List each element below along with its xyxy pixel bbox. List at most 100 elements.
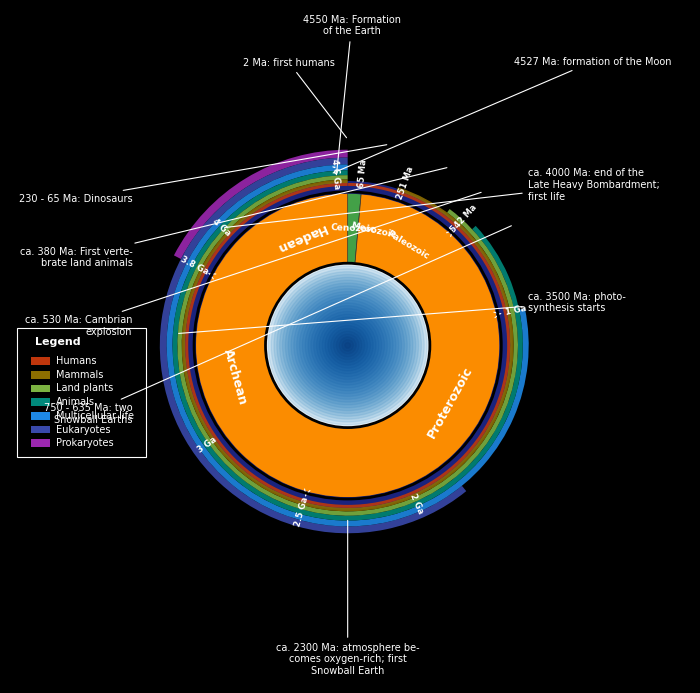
Circle shape <box>338 335 358 356</box>
Circle shape <box>297 295 399 396</box>
Bar <box>31 439 50 447</box>
Circle shape <box>312 309 384 382</box>
Circle shape <box>322 320 373 371</box>
Circle shape <box>273 271 422 420</box>
Circle shape <box>340 337 356 354</box>
Circle shape <box>286 283 410 407</box>
Circle shape <box>300 297 395 394</box>
Circle shape <box>326 324 369 367</box>
Text: Humans: Humans <box>56 356 97 366</box>
Circle shape <box>308 306 387 385</box>
Circle shape <box>318 317 377 374</box>
Circle shape <box>330 328 365 363</box>
Circle shape <box>345 342 351 349</box>
Bar <box>31 357 50 365</box>
Text: Land plants: Land plants <box>56 383 113 394</box>
Circle shape <box>271 269 424 422</box>
Text: Animals: Animals <box>56 397 95 407</box>
Text: ca. 380 Ma: First verte-
brate land animals: ca. 380 Ma: First verte- brate land anim… <box>20 168 447 268</box>
Circle shape <box>288 286 407 405</box>
Bar <box>31 371 50 378</box>
Text: ca. 4000 Ma: end of the
Late Heavy Bombardment;
first life: ca. 4000 Ma: end of the Late Heavy Bomba… <box>225 168 659 227</box>
Circle shape <box>304 301 392 389</box>
Circle shape <box>342 340 354 351</box>
Text: 3 Ga: 3 Ga <box>196 435 218 455</box>
Bar <box>31 385 50 392</box>
Wedge shape <box>182 179 514 511</box>
Bar <box>31 426 50 433</box>
Text: 2.5 Ga: 2.5 Ga <box>293 495 309 527</box>
Circle shape <box>270 267 426 424</box>
Text: Paleozoic: Paleozoic <box>386 229 431 261</box>
Text: 4527 Ma: formation of the Moon: 4527 Ma: formation of the Moon <box>333 57 671 173</box>
Text: 3.8 Ga: 3.8 Ga <box>179 255 210 277</box>
Circle shape <box>284 282 411 409</box>
Text: 251 Ma: 251 Ma <box>395 166 416 201</box>
Text: 4,6 Ga: 4,6 Ga <box>330 158 342 189</box>
Circle shape <box>281 279 414 412</box>
Wedge shape <box>177 175 518 516</box>
Text: Mammals: Mammals <box>56 370 104 380</box>
Text: ca. 3500 Ma: photo-
synthesis starts: ca. 3500 Ma: photo- synthesis starts <box>178 292 626 333</box>
Circle shape <box>268 266 427 425</box>
Wedge shape <box>174 150 348 259</box>
Text: Archean: Archean <box>220 347 248 407</box>
Circle shape <box>300 297 396 394</box>
Circle shape <box>314 311 382 379</box>
Circle shape <box>276 274 419 416</box>
Circle shape <box>311 308 384 383</box>
Wedge shape <box>195 193 500 498</box>
Circle shape <box>294 292 402 399</box>
Text: Prokaryotes: Prokaryotes <box>56 438 113 448</box>
Circle shape <box>292 290 403 401</box>
Wedge shape <box>160 157 466 534</box>
Text: 4 Ga: 4 Ga <box>211 218 232 238</box>
Text: Hadean: Hadean <box>274 221 328 254</box>
Text: Multicellular life: Multicellular life <box>56 411 134 421</box>
Circle shape <box>334 332 361 359</box>
Text: 4550 Ma: Formation
of the Earth: 4550 Ma: Formation of the Earth <box>302 15 400 175</box>
Wedge shape <box>195 193 500 498</box>
Circle shape <box>316 314 379 376</box>
Circle shape <box>330 328 365 362</box>
Circle shape <box>333 331 362 360</box>
Circle shape <box>305 303 390 388</box>
Wedge shape <box>195 193 500 498</box>
Text: 2 Ma: first humans: 2 Ma: first humans <box>243 58 346 138</box>
Text: 65 Ma: 65 Ma <box>357 159 369 188</box>
Text: 230 - 65 Ma: Dinosaurs: 230 - 65 Ma: Dinosaurs <box>19 145 387 204</box>
Circle shape <box>274 272 421 419</box>
Circle shape <box>319 317 376 374</box>
Text: 542 Ma: 542 Ma <box>449 202 479 234</box>
Wedge shape <box>167 164 528 527</box>
Wedge shape <box>195 193 500 498</box>
Wedge shape <box>183 181 512 510</box>
Circle shape <box>328 326 368 365</box>
Circle shape <box>288 286 407 405</box>
Circle shape <box>315 313 380 378</box>
Text: Mesozoic: Mesozoic <box>349 221 396 240</box>
Circle shape <box>277 274 419 416</box>
Wedge shape <box>195 193 451 493</box>
Circle shape <box>302 300 393 391</box>
Circle shape <box>336 334 359 357</box>
Bar <box>31 412 50 420</box>
Bar <box>31 398 50 406</box>
Circle shape <box>307 305 388 386</box>
Circle shape <box>265 263 430 428</box>
Text: 2 Ga: 2 Ga <box>408 492 425 515</box>
Circle shape <box>283 280 413 410</box>
Text: 750 - 635 Ma: two
Snowball Earths: 750 - 635 Ma: two Snowball Earths <box>44 226 512 425</box>
Wedge shape <box>186 183 510 508</box>
Circle shape <box>265 263 430 428</box>
FancyBboxPatch shape <box>17 328 146 457</box>
Text: 1 Ga: 1 Ga <box>505 304 528 317</box>
Circle shape <box>265 263 430 428</box>
Wedge shape <box>172 170 523 520</box>
Text: Eukaryotes: Eukaryotes <box>56 425 111 435</box>
Circle shape <box>323 320 372 371</box>
Text: ca. 530 Ma: Cambrian
explosion: ca. 530 Ma: Cambrian explosion <box>25 193 481 337</box>
Circle shape <box>296 294 400 397</box>
Text: Cenozoic: Cenozoic <box>330 222 376 234</box>
Text: Legend: Legend <box>34 337 80 347</box>
